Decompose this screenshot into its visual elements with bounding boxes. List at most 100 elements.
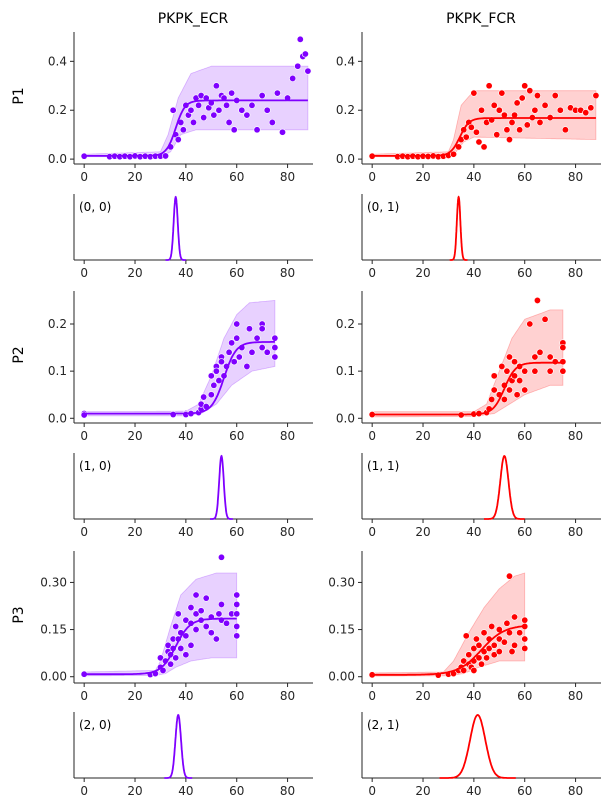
panel-label: (2, 1) — [367, 718, 399, 732]
data-point — [559, 344, 567, 352]
x-tick-label: 80 — [280, 170, 295, 184]
x-tick-label: 40 — [466, 266, 481, 280]
data-point — [223, 101, 231, 109]
x-tick-label: 0 — [368, 689, 376, 703]
column-title-ecr: PKPK_ECR — [158, 11, 229, 27]
y-tick-label: 0.2 — [48, 103, 67, 117]
data-point — [511, 613, 519, 621]
data-point — [195, 101, 203, 109]
x-tick-label: 0 — [368, 784, 376, 798]
x-tick-label: 0 — [368, 429, 376, 443]
data-point — [169, 106, 177, 114]
data-point — [470, 666, 478, 674]
data-point — [217, 358, 225, 366]
data-point — [490, 372, 498, 380]
data-point — [187, 641, 195, 649]
density-curve — [210, 454, 233, 520]
x-tick-label: 0 — [80, 525, 88, 539]
data-point — [531, 367, 539, 375]
data-point — [200, 114, 208, 122]
row-label-p2: P2 — [11, 346, 27, 363]
scatter-panel-p2-pkpk_ecr: 0 20 40 60 80 0.0 0.1 0.2 — [48, 291, 313, 443]
data-point — [521, 616, 529, 624]
data-point — [556, 106, 564, 114]
data-point — [217, 553, 225, 561]
data-point — [304, 67, 312, 75]
data-point — [480, 143, 488, 151]
data-point — [462, 133, 470, 141]
data-point — [546, 367, 554, 375]
data-point — [475, 138, 483, 146]
data-point — [516, 126, 524, 134]
x-tick-label: 40 — [178, 429, 193, 443]
data-point — [490, 101, 498, 109]
data-point — [263, 106, 271, 114]
data-point — [495, 648, 503, 656]
y-tick-label: 0.2 — [48, 317, 67, 331]
data-point — [217, 600, 225, 608]
x-tick-label: 40 — [466, 525, 481, 539]
data-point — [289, 74, 297, 82]
confidence-band — [371, 309, 564, 418]
data-point — [268, 118, 276, 126]
data-point — [475, 654, 483, 662]
data-point — [230, 358, 238, 366]
data-point — [223, 619, 231, 627]
x-tick-label: 40 — [178, 266, 193, 280]
data-point — [233, 632, 241, 640]
data-point — [258, 92, 266, 100]
data-point — [582, 109, 590, 117]
y-tick-label: 0.2 — [336, 317, 355, 331]
data-point — [495, 106, 503, 114]
data-point — [182, 651, 190, 659]
x-tick-label: 40 — [466, 170, 481, 184]
data-point — [225, 348, 233, 356]
data-point — [470, 644, 478, 652]
data-point — [192, 591, 200, 599]
data-point — [230, 126, 238, 134]
data-point — [541, 315, 549, 323]
data-point — [233, 320, 241, 328]
x-tick-label: 20 — [415, 429, 430, 443]
data-point — [490, 386, 498, 394]
x-tick-label: 20 — [127, 170, 142, 184]
x-tick-label: 60 — [517, 784, 532, 798]
density-curve — [439, 714, 516, 779]
x-tick-label: 80 — [568, 266, 583, 280]
data-point — [533, 92, 541, 100]
density-curve — [449, 195, 468, 261]
x-tick-label: 60 — [229, 784, 244, 798]
x-tick-label: 20 — [127, 266, 142, 280]
data-point — [200, 393, 208, 401]
density-panel-p1-pkpk_ecr: 0 20 40 60 80 (0, 0) — [73, 194, 313, 280]
x-tick-label: 20 — [127, 429, 142, 443]
y-tick-label: 0.4 — [48, 54, 67, 68]
data-point — [233, 591, 241, 599]
data-point — [253, 334, 261, 342]
data-point — [258, 344, 266, 352]
data-point — [162, 152, 170, 160]
data-point — [301, 50, 309, 58]
x-tick-label: 60 — [229, 689, 244, 703]
data-point — [508, 118, 516, 126]
y-tick-label: 0.4 — [336, 54, 355, 68]
confidence-band — [83, 572, 238, 677]
y-tick-label: 0.0 — [48, 152, 67, 166]
data-point — [164, 641, 172, 649]
data-point — [278, 128, 286, 136]
x-tick-label: 60 — [229, 170, 244, 184]
data-point — [207, 372, 215, 380]
row-label-p1: P1 — [11, 87, 27, 104]
x-tick-label: 20 — [415, 689, 430, 703]
data-point — [477, 660, 485, 668]
confidence-band — [371, 572, 526, 677]
x-tick-label: 60 — [517, 525, 532, 539]
data-point — [488, 395, 496, 403]
x-tick-label: 20 — [415, 784, 430, 798]
data-point — [533, 296, 541, 304]
x-tick-label: 60 — [517, 429, 532, 443]
data-point — [498, 362, 506, 370]
data-point — [462, 632, 470, 640]
density-panel-p2-pkpk_fcr: 0 20 40 60 80 (1, 1) — [361, 453, 601, 539]
panel-label: (0, 0) — [79, 200, 111, 214]
